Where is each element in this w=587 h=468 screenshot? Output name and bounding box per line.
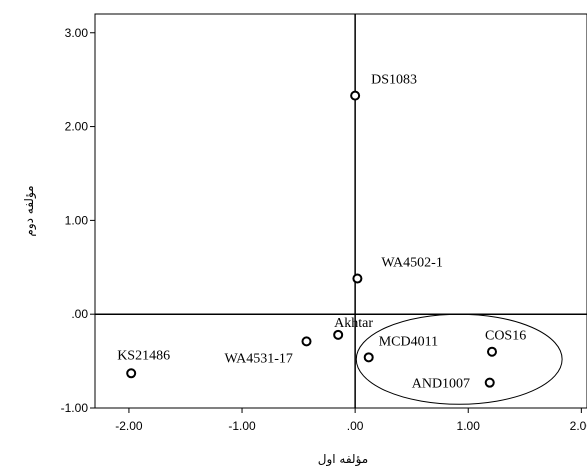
- data-point: [333, 329, 344, 340]
- point-label: WA4531-17: [225, 351, 293, 366]
- data-point: [352, 273, 363, 284]
- data-point: [301, 336, 312, 347]
- data-point: [363, 352, 374, 363]
- x-axis-title: مؤلفه اول: [318, 452, 368, 467]
- x-axis: -2.00 -1.00 .00 1.00 2.00: [115, 408, 587, 433]
- point-label: Akhtar: [334, 316, 373, 331]
- point-label: MCD4011: [379, 334, 438, 349]
- point-label: KS21486: [117, 348, 170, 363]
- x-tick-label: -2.00: [115, 419, 143, 433]
- data-point: [350, 90, 361, 101]
- y-tick-label: -1.00: [61, 401, 89, 415]
- y-tick-label: 1.00: [65, 213, 89, 227]
- y-tick-label: 3.00: [65, 26, 89, 40]
- x-tick-label: 2.00: [570, 419, 587, 433]
- point-label: WA4502-1: [381, 256, 442, 271]
- x-tick-label: -1.00: [228, 419, 256, 433]
- y-tick-label: 2.00: [65, 120, 89, 134]
- point-label: AND1007: [412, 377, 470, 392]
- plot-area-frame: [94, 13, 587, 409]
- y-axis-title: مؤلفه دوم: [22, 185, 37, 236]
- data-point: [486, 346, 497, 357]
- x-tick-label: .00: [347, 419, 364, 433]
- point-label: COS16: [485, 329, 526, 344]
- x-tick-label: 1.00: [457, 419, 481, 433]
- data-points: DS1083 WA4502-1 Akhtar WA4531-17 MCD4011 COS1…: [117, 73, 526, 392]
- y-axis: -1.00 .00 1.00 2.00 3.00: [61, 26, 95, 415]
- highlight-ellipse: [355, 313, 563, 405]
- data-point: [484, 377, 495, 388]
- data-point: [126, 368, 137, 379]
- y-tick-label: .00: [71, 307, 88, 321]
- point-label: DS1083: [371, 73, 417, 88]
